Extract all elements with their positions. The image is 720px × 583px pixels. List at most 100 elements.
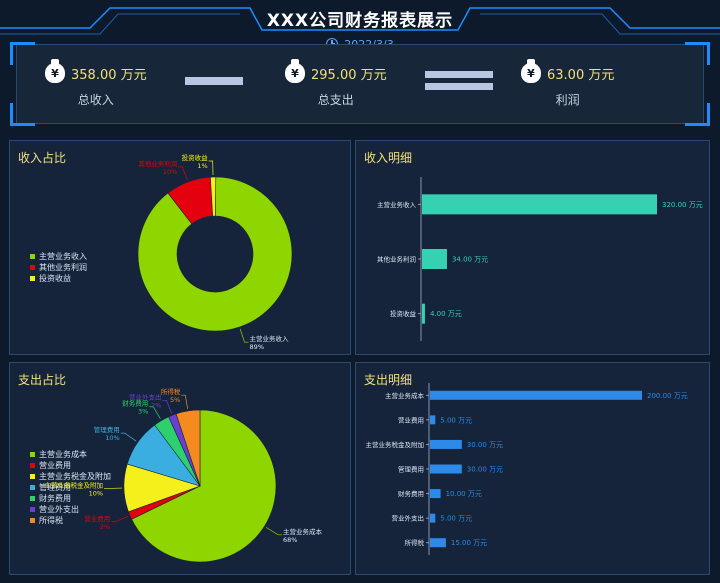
- legend-label: 主营业务收入: [39, 251, 87, 261]
- slice-leader-line: [208, 160, 214, 176]
- slice-leader-line: [178, 166, 188, 181]
- bar: [422, 303, 425, 324]
- slice-percent: 10%: [89, 489, 103, 497]
- bar: [430, 489, 441, 499]
- income-detail-panel: 收入明细 主营业务收入 320.00 万元其他业务利润 34.00 万元投资收益 4.…: [355, 140, 710, 355]
- category-label: 财务费用: [398, 489, 424, 498]
- expense-detail-panel: 支出明细 主营业务成本 200.00 万元 营业费用 5.00 万元 主营业务税金及附加…: [355, 362, 710, 575]
- slice-label: 其他业务利润: [138, 159, 177, 168]
- bar: [430, 439, 462, 449]
- legend-label: 营业费用: [39, 460, 71, 470]
- header-frame: [0, 7, 720, 35]
- slice-label: 主营业务收入: [250, 334, 290, 343]
- bar-value-label: 320.00 万元: [662, 201, 703, 209]
- legend-label: 财务费用: [39, 493, 71, 503]
- slice-percent: 10%: [105, 434, 119, 442]
- bar: [430, 390, 642, 400]
- pie-slice: [137, 176, 293, 332]
- bar-value-label: 10.00 万元: [446, 490, 482, 498]
- legend-swatch: [30, 452, 35, 457]
- legend-swatch: [30, 265, 35, 270]
- total-income-value: 358.00 万元: [71, 67, 147, 83]
- total-expense-label: 总支出: [317, 93, 354, 107]
- money-bag-icon: ¥: [521, 59, 541, 83]
- category-label: 营业外支出: [392, 514, 425, 523]
- bar: [430, 415, 436, 425]
- bar: [422, 249, 447, 269]
- slice-percent: 2%: [151, 401, 161, 409]
- slice-percent: 5%: [170, 396, 180, 404]
- minus-sign: [185, 77, 243, 85]
- income-share-panel: 收入占比 主营业务收入 其他业务利润 投资收益 主营业务收入 89% 其他业务利润 10% 投…: [9, 140, 351, 355]
- bar-value-label: 30.00 万元: [467, 466, 503, 474]
- category-label: 主营业务成本: [385, 391, 425, 400]
- legend-label: 主营业务成本: [39, 449, 87, 459]
- category-label: 主营业务收入: [377, 200, 417, 209]
- bar-value-label: 5.00 万元: [440, 515, 472, 523]
- legend-swatch: [30, 276, 35, 281]
- category-label: 其他业务利润: [377, 255, 416, 264]
- total-income-stat: ¥ 358.00 万元 总收入: [45, 59, 147, 108]
- summary-panel: ¥ 358.00 万元 总收入 ¥ 295.00 万元 总支出 ¥ 63.00 …: [10, 42, 710, 126]
- slice-label: 投资收益: [182, 153, 209, 162]
- pie-slice: [131, 409, 277, 563]
- slice-percent: 2%: [100, 523, 110, 531]
- slice-label: 营业费用: [84, 514, 110, 523]
- slice-leader-line: [120, 432, 137, 442]
- legend-swatch: [30, 496, 35, 501]
- total-expense-stat: ¥ 295.00 万元 总支出: [285, 59, 387, 108]
- expense-share-chart: 主营业务成本营业费用主营业务税金及附加管理费用财务费用营业外支出所得税主营业务成…: [30, 387, 323, 563]
- profit-label: 利润: [555, 93, 580, 107]
- total-income-label: 总收入: [77, 93, 114, 107]
- bar-value-label: 5.00 万元: [440, 416, 472, 424]
- slice-percent: 89%: [250, 343, 264, 351]
- slice-leader-line: [239, 328, 249, 343]
- category-label: 主营业务税金及附加: [366, 440, 425, 449]
- bar-value-label: 4.00 万元: [430, 310, 462, 318]
- panel-title: 收入明细: [364, 151, 413, 165]
- panel-title: 支出明细: [364, 373, 413, 387]
- pie-slice: [175, 409, 201, 487]
- slice-label: 主营业务税金及附加: [45, 480, 104, 489]
- total-expense-value: 295.00 万元: [311, 67, 387, 83]
- header: XXX公司财务报表展示: [0, 0, 720, 38]
- slice-percent: 1%: [197, 162, 207, 170]
- slice-label: 营业外支出: [129, 392, 162, 401]
- legend-swatch: [30, 463, 35, 468]
- category-label: 投资收益: [390, 309, 417, 318]
- frame-corner: [10, 42, 35, 65]
- legend-swatch: [30, 474, 35, 479]
- slice-percent: 10%: [163, 168, 177, 176]
- bar: [430, 513, 436, 523]
- legend-swatch: [30, 254, 35, 259]
- bar: [422, 194, 657, 215]
- equals-sign: [425, 71, 493, 78]
- slice-leader-line: [149, 406, 161, 419]
- page-title: XXX公司财务报表展示: [266, 11, 454, 31]
- category-label: 所得税: [405, 538, 425, 547]
- money-bag-icon: ¥: [285, 59, 305, 83]
- legend-label: 其他业务利润: [39, 262, 87, 272]
- frame-corner: [685, 42, 710, 65]
- bar-value-label: 34.00 万元: [452, 256, 488, 264]
- legend-label: 管理费用: [39, 482, 71, 492]
- slice-label: 主营业务成本: [283, 527, 323, 536]
- slice-leader-line: [111, 516, 129, 523]
- legend-label: 营业外支出: [39, 504, 79, 514]
- profit-value: 63.00 万元: [547, 67, 615, 83]
- slice-leader-line: [162, 399, 172, 414]
- frame-corner: [685, 103, 710, 126]
- pie-slice: [210, 176, 217, 217]
- expense-share-panel: 支出占比 主营业务成本 营业费用 主营业务税金及附加 管理费用 财务费用 营业外支出 所得税…: [9, 362, 351, 575]
- panel-title: 支出占比: [18, 373, 67, 387]
- money-bag-icon: ¥: [45, 59, 65, 83]
- equals-sign: [425, 83, 493, 90]
- bar: [430, 538, 446, 548]
- legend-label: 所得税: [39, 515, 63, 525]
- slice-percent: 3%: [138, 408, 148, 416]
- legend-label: 投资收益: [39, 273, 71, 283]
- slice-label: 管理费用: [94, 425, 120, 434]
- slice-percent: 68%: [283, 536, 297, 544]
